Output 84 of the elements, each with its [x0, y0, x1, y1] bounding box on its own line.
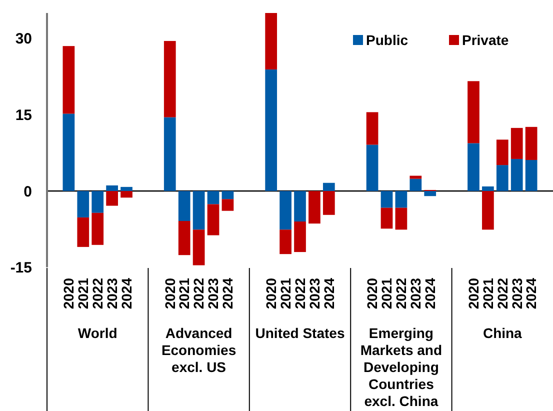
bar	[468, 81, 480, 144]
x-tick-label: 2024	[422, 278, 438, 310]
bar	[380, 208, 393, 229]
bar	[496, 140, 508, 166]
x-tick-label: 2022	[494, 278, 510, 310]
bar	[106, 191, 118, 206]
text: World	[78, 325, 118, 341]
bar	[62, 114, 75, 191]
bar	[178, 191, 190, 222]
x-tick-label: 2023	[408, 278, 424, 310]
x-tick-label: 2021	[480, 278, 496, 310]
bar	[106, 185, 118, 191]
x-tick-label: 2020	[364, 278, 380, 310]
x-tick-label: 2020	[162, 278, 178, 310]
bar	[424, 191, 436, 196]
x-tick-label: 2024	[320, 278, 337, 310]
bar	[178, 221, 190, 256]
bar	[395, 191, 408, 208]
legend-label: Private	[462, 32, 509, 48]
bar	[496, 165, 508, 191]
bar	[207, 204, 220, 236]
bar	[308, 191, 320, 224]
x-tick-label: 2021	[277, 278, 294, 310]
text: Advanced Economies excl. US	[161, 325, 236, 375]
bar	[366, 144, 378, 191]
bar	[192, 191, 205, 230]
bar	[322, 191, 335, 215]
x-tick-label: 2021	[75, 278, 92, 310]
bar	[265, 69, 278, 191]
x-tick-label: 2023	[104, 278, 120, 310]
y-tick-label: -15	[10, 260, 32, 277]
bar	[120, 186, 132, 191]
x-tick-label: 2023	[306, 278, 322, 310]
bar	[77, 217, 90, 247]
y-tick-label: 0	[24, 183, 32, 200]
text: China	[482, 325, 522, 341]
bar	[525, 126, 538, 160]
bar	[468, 143, 480, 191]
x-tick-label: 2022	[292, 278, 308, 310]
bar	[294, 222, 306, 252]
bar	[380, 191, 393, 208]
x-tick-label: 2022	[393, 278, 410, 310]
bar	[207, 191, 220, 204]
bar	[280, 230, 292, 254]
bar	[410, 178, 422, 191]
bar	[510, 128, 523, 159]
bar	[92, 212, 104, 245]
bar	[222, 191, 234, 200]
y-tick-label: 30	[15, 30, 32, 48]
y-tick-label: 15	[15, 106, 32, 124]
bar	[280, 191, 292, 230]
bar	[294, 191, 306, 222]
x-tick-label: 2022	[90, 278, 106, 310]
x-tick-label: 2020	[262, 278, 279, 310]
bar	[265, 13, 278, 70]
legend-label: Public	[366, 32, 408, 48]
bar	[366, 112, 378, 145]
bar	[482, 186, 494, 191]
x-tick-label: 2021	[176, 278, 192, 310]
text: United States	[255, 325, 345, 341]
x-tick-label: 2024	[220, 278, 236, 310]
x-tick-label: 2020	[60, 278, 77, 310]
bar	[410, 176, 422, 179]
x-tick-label: 2022	[190, 278, 207, 310]
x-tick-label: 2024	[523, 278, 540, 310]
bar	[222, 199, 234, 211]
bar	[482, 191, 494, 230]
bar	[62, 46, 75, 114]
x-tick-label: 2023	[508, 278, 525, 310]
x-tick-label: 2023	[205, 278, 222, 310]
x-tick-label: 2020	[465, 278, 482, 310]
bar	[120, 191, 132, 198]
bar	[192, 230, 205, 266]
text: Emerging Markets and Developing Countries excl. China	[360, 325, 442, 409]
bar	[164, 117, 176, 191]
bar	[395, 208, 408, 230]
bar	[322, 182, 335, 191]
bar	[510, 158, 523, 191]
bar	[77, 191, 90, 218]
x-tick-label: 2021	[378, 278, 395, 310]
bar	[92, 191, 104, 213]
x-tick-label: 2024	[118, 278, 134, 310]
bar	[164, 40, 176, 118]
bar	[525, 160, 538, 191]
